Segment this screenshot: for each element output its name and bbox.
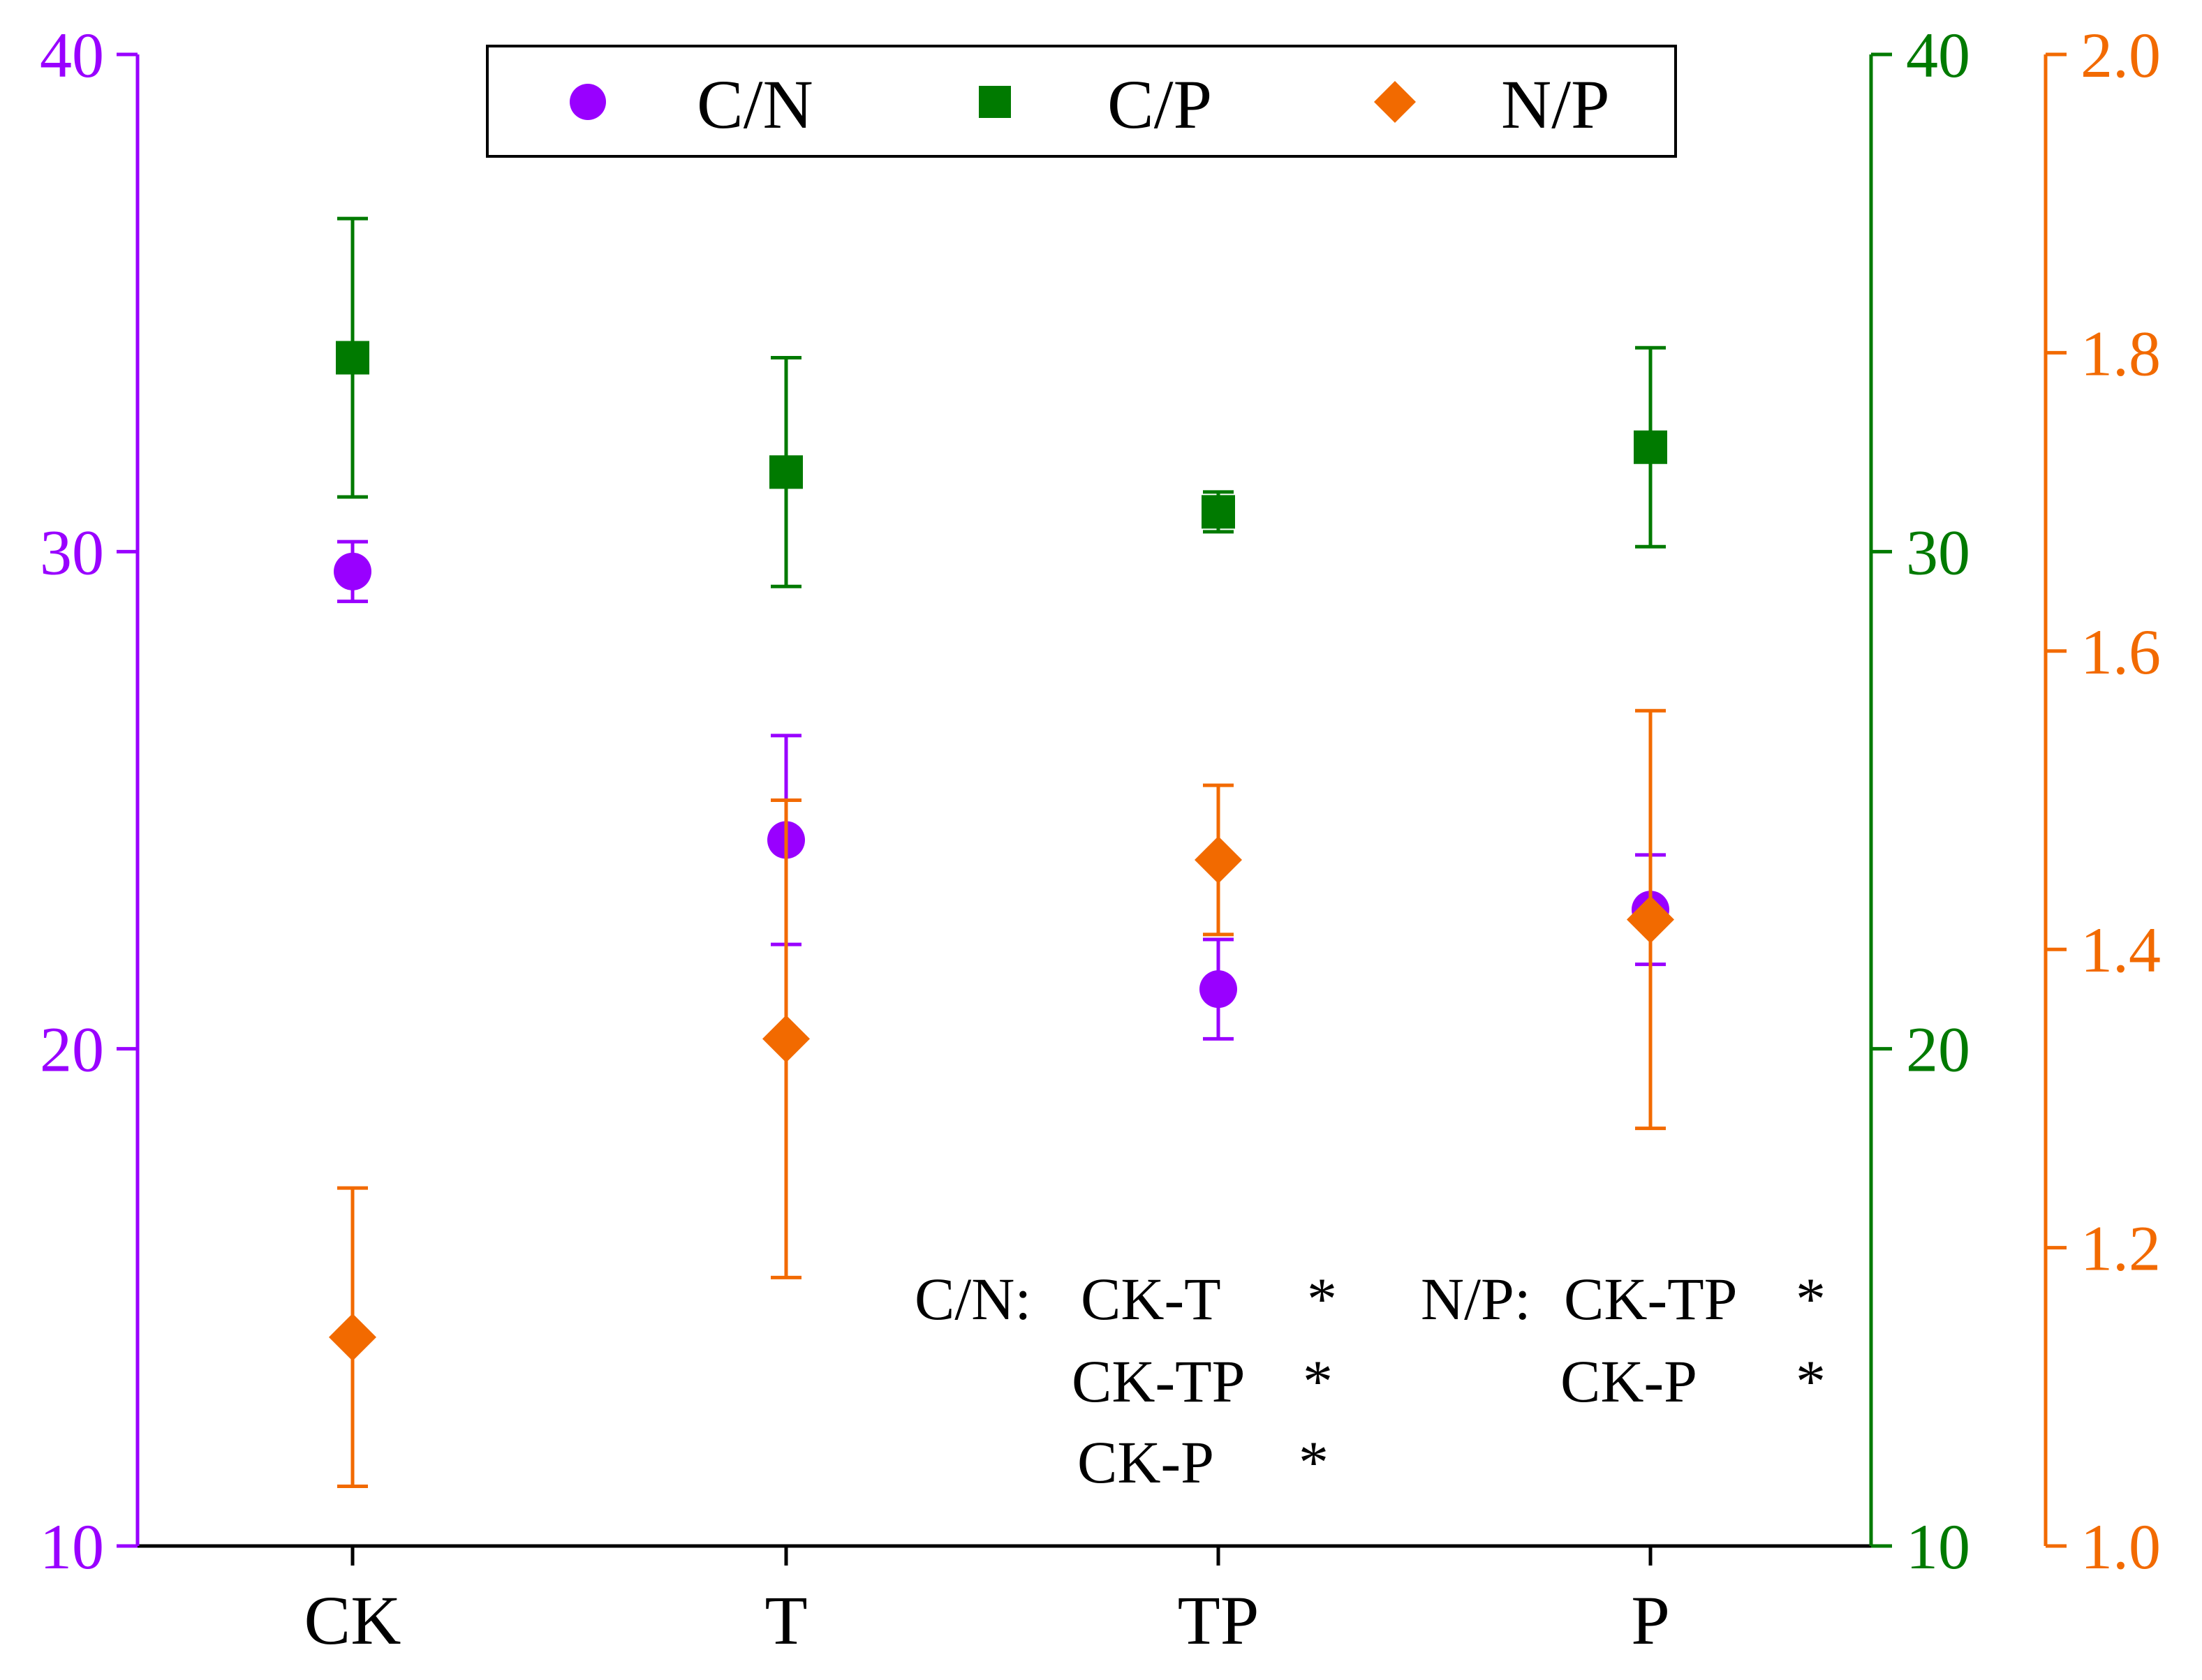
- data-marks: [329, 216, 1674, 1489]
- point-cp-p: [1634, 430, 1667, 464]
- right-y-cp-tick-label: 30: [1906, 516, 1970, 588]
- point-cp-tp: [1202, 495, 1235, 529]
- x-tick-label-tp: TP: [1178, 1582, 1259, 1659]
- point-cp-ck: [336, 341, 369, 375]
- cn-star-ck-tp: *: [1303, 1348, 1333, 1415]
- point-cn-tp: [1199, 970, 1237, 1009]
- axes: CK T TP P 10 20 30 40 10 20 30 40 1.0 1.2 1.4 1.6 1.8 2.0: [40, 20, 2161, 1659]
- np-significance-label: N/P:: [1421, 1265, 1531, 1332]
- point-np-t: [762, 1015, 810, 1063]
- right-y-np-tick-label: 1.0: [2081, 1511, 2161, 1582]
- legend-label-cn: C/N: [697, 66, 813, 143]
- cn-significance-label: C/N:: [915, 1265, 1031, 1332]
- left-y-tick-label: 30: [40, 516, 104, 588]
- x-tick-label-t: T: [764, 1582, 807, 1659]
- significance-annotations: C/N: CK-T * CK-TP * CK-P * N/P: CK-TP * …: [915, 1265, 1826, 1496]
- right-y-np-tick-label: 1.8: [2081, 318, 2161, 389]
- right-y-np-tick-label: 1.4: [2081, 914, 2161, 986]
- np-pair-ck-tp: CK-TP: [1564, 1265, 1737, 1332]
- legend-label-np: N/P: [1501, 66, 1610, 143]
- point-cn-ck: [334, 552, 371, 590]
- point-np-p: [1627, 895, 1674, 944]
- cn-star-ck-p: *: [1299, 1429, 1329, 1496]
- np-star-ck-p: *: [1796, 1348, 1826, 1415]
- cn-star-ck-t: *: [1307, 1265, 1337, 1332]
- point-np-tp: [1195, 835, 1242, 884]
- legend-label-cp: C/P: [1107, 66, 1212, 143]
- cn-pair-ck-p: CK-P: [1077, 1429, 1214, 1496]
- np-star-ck-tp: *: [1796, 1265, 1826, 1332]
- left-y-tick-label: 10: [40, 1511, 104, 1582]
- cn-pair-ck-tp: CK-TP: [1072, 1348, 1245, 1415]
- right-y-cp-tick-label: 20: [1906, 1014, 1970, 1085]
- right-y-np-tick-label: 1.2: [2081, 1213, 2161, 1284]
- right-y-np-tick-label: 1.6: [2081, 616, 2161, 687]
- legend-marker-np: [1374, 81, 1416, 123]
- legend-marker-cn: [570, 84, 606, 120]
- point-np-ck: [329, 1313, 376, 1361]
- x-tick-label-ck: CK: [304, 1582, 401, 1659]
- legend: C/N C/P N/P: [486, 45, 1677, 158]
- legend-marker-cp: [979, 86, 1011, 118]
- right-y-np-tick-label: 2.0: [2081, 20, 2161, 91]
- left-y-tick-label: 40: [40, 20, 104, 91]
- legend-box: [486, 45, 1677, 158]
- cn-pair-ck-t: CK-T: [1081, 1265, 1221, 1332]
- x-tick-label-p: P: [1631, 1582, 1670, 1659]
- right-y-cp-tick-label: 40: [1906, 20, 1970, 91]
- np-pair-ck-p: CK-P: [1560, 1348, 1697, 1415]
- right-y-cp-tick-label: 10: [1906, 1511, 1970, 1582]
- point-cp-t: [769, 455, 803, 489]
- left-y-tick-label: 20: [40, 1014, 104, 1085]
